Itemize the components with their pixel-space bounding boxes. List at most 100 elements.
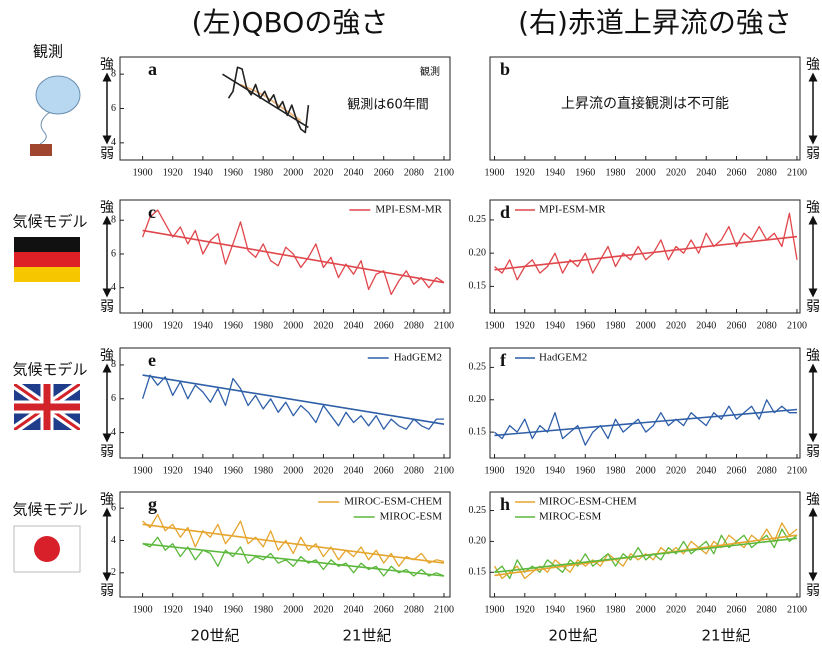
- x-tick-label: 2060: [726, 320, 746, 331]
- x-tick-label: 2020: [666, 167, 686, 178]
- x-tick-label: 2060: [374, 604, 394, 615]
- legend-label: MPI-ESM-MR: [375, 204, 442, 216]
- footer-label: 21世紀: [342, 627, 391, 645]
- x-tick-label: 2100: [434, 320, 454, 331]
- x-tick-label: 2060: [374, 167, 394, 178]
- legend-label: HadGEM2: [394, 352, 442, 364]
- x-tick-label: 2020: [313, 320, 333, 331]
- x-tick-label: 1900: [485, 604, 505, 615]
- x-tick-label: 2100: [434, 465, 454, 476]
- y-tick-label: 0.15: [469, 567, 487, 578]
- x-tick-label: 2000: [636, 167, 656, 178]
- x-tick-label: 2040: [344, 465, 364, 476]
- strength-label: 弱: [100, 299, 114, 315]
- x-tick-label: 1900: [485, 167, 505, 178]
- y-tick-label: 0.25: [469, 214, 487, 225]
- x-tick-label: 2080: [757, 320, 777, 331]
- panel-label: f: [500, 350, 507, 370]
- plot-frame: [490, 492, 800, 597]
- x-tick-label: 1960: [223, 465, 243, 476]
- x-tick-label: 2100: [434, 167, 454, 178]
- footer-label: 20世紀: [190, 627, 239, 645]
- x-tick-label: 2000: [283, 604, 303, 615]
- x-tick-label: 1920: [515, 465, 535, 476]
- x-tick-label: 2100: [787, 604, 807, 615]
- strength-label: 強: [806, 200, 820, 216]
- x-tick-label: 2000: [636, 604, 656, 615]
- panel-label: h: [500, 494, 510, 514]
- plot-frame: [120, 200, 450, 313]
- annotation: 上昇流の直接観測は不可能: [561, 95, 729, 112]
- x-tick-label: 1920: [515, 167, 535, 178]
- x-tick-label: 1960: [575, 604, 595, 615]
- y-tick-label: 8: [111, 359, 116, 370]
- flag-germany: [14, 237, 80, 282]
- footer-label: 21世紀: [701, 627, 750, 645]
- x-tick-label: 2040: [344, 167, 364, 178]
- x-tick-label: 1960: [575, 465, 595, 476]
- x-tick-label: 2020: [313, 604, 333, 615]
- x-tick-label: 2060: [726, 604, 746, 615]
- y-tick-label: 0.25: [469, 362, 487, 373]
- y-tick-label: 0.20: [469, 394, 487, 405]
- x-tick-label: 1940: [545, 320, 565, 331]
- x-tick-label: 1960: [223, 604, 243, 615]
- x-tick-label: 2040: [696, 465, 716, 476]
- row-label: 観測: [33, 43, 63, 61]
- flag-uk: [14, 384, 80, 430]
- page: {"header": {"left_title": "(左)QBOの強さ", "…: [0, 0, 822, 648]
- y-tick-label: 4: [111, 137, 116, 148]
- legend-label: MIROC-ESM: [539, 511, 602, 523]
- x-tick-label: 2060: [726, 465, 746, 476]
- x-tick-label: 1920: [515, 604, 535, 615]
- x-tick-label: 2080: [757, 604, 777, 615]
- row-label: 気候モデル: [12, 361, 87, 379]
- x-tick-label: 2100: [787, 320, 807, 331]
- y-tick-label: 0.15: [469, 281, 487, 292]
- x-tick-label: 2080: [404, 320, 424, 331]
- x-tick-label: 2100: [434, 604, 454, 615]
- x-tick-label: 2040: [696, 604, 716, 615]
- flag-japan: [14, 526, 80, 572]
- strength-label: 弱: [100, 444, 114, 460]
- x-tick-label: 1980: [253, 167, 273, 178]
- y-tick-label: 2: [111, 567, 116, 578]
- x-tick-label: 2020: [313, 465, 333, 476]
- strength-label: 弱: [100, 146, 114, 162]
- x-tick-label: 2080: [404, 604, 424, 615]
- strength-label: 強: [806, 492, 820, 508]
- x-tick-label: 2000: [283, 167, 303, 178]
- y-tick-label: 8: [111, 68, 116, 79]
- panel-label: d: [500, 202, 510, 222]
- x-tick-label: 1960: [223, 320, 243, 331]
- right-title: (右)赤道上昇流の強さ: [518, 6, 792, 39]
- y-tick-label: 0.20: [469, 536, 487, 547]
- panel-label: a: [148, 59, 157, 79]
- y-tick-label: 4: [111, 427, 116, 438]
- x-tick-label: 2020: [313, 167, 333, 178]
- x-tick-label: 1980: [606, 604, 626, 615]
- x-tick-label: 2020: [666, 604, 686, 615]
- y-tick-label: 6: [111, 393, 116, 404]
- x-tick-label: 1980: [606, 167, 626, 178]
- x-tick-label: 1940: [193, 167, 213, 178]
- strength-label: 強: [806, 57, 820, 73]
- y-tick-label: 0.20: [469, 247, 487, 258]
- x-tick-label: 1980: [253, 320, 273, 331]
- x-tick-label: 2020: [666, 465, 686, 476]
- x-tick-label: 1900: [133, 465, 153, 476]
- row-label: 気候モデル: [12, 501, 87, 519]
- panel-label: c: [148, 202, 156, 222]
- x-tick-label: 2040: [696, 167, 716, 178]
- x-tick-label: 2100: [787, 465, 807, 476]
- legend-label: MIROC-ESM-CHEM: [344, 496, 442, 508]
- y-tick-label: 8: [111, 215, 116, 226]
- x-tick-label: 2060: [374, 320, 394, 331]
- y-tick-label: 0.15: [469, 426, 487, 437]
- x-tick-label: 2060: [374, 465, 394, 476]
- y-tick-label: 6: [111, 502, 116, 513]
- x-tick-label: 2000: [636, 320, 656, 331]
- plot-frame: [490, 200, 800, 313]
- x-tick-label: 1960: [575, 167, 595, 178]
- strength-label: 弱: [806, 299, 820, 315]
